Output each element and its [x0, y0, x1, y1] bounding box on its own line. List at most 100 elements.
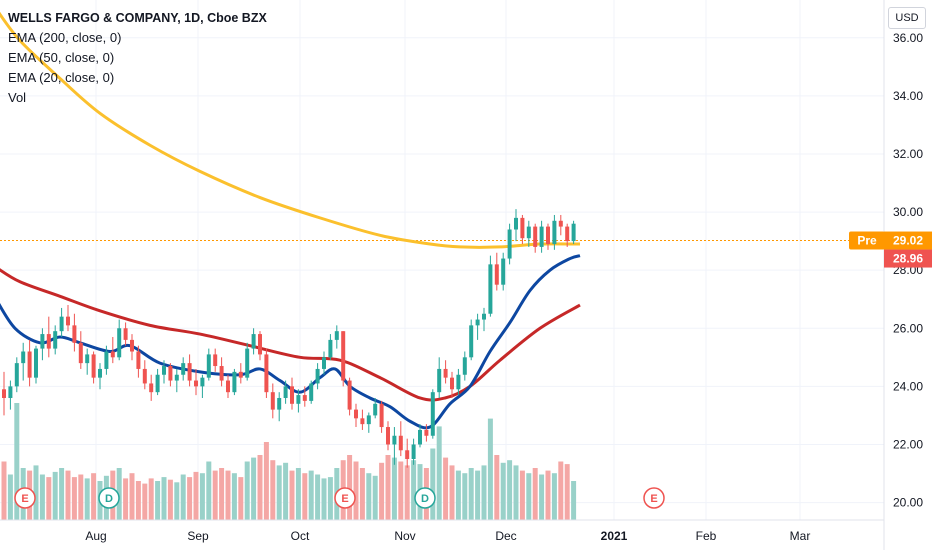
volume-bar [283, 462, 289, 520]
dividend-marker[interactable]: D [98, 487, 120, 509]
volume-bar [481, 465, 487, 520]
volume-bar [558, 461, 564, 520]
dividend-marker[interactable]: D [414, 487, 436, 509]
indicator-ema-50[interactable]: EMA (50, close, 0) [8, 50, 115, 65]
candle-body [213, 354, 218, 367]
candle-body [219, 366, 224, 381]
candle-body [155, 374, 160, 393]
indicator-volume[interactable]: Vol [8, 90, 27, 105]
volume-bar [193, 471, 199, 520]
volume-bar [91, 473, 97, 520]
pre-market-badge: Pre 29.02 [849, 231, 932, 250]
price-axis[interactable]: 20.0022.0024.0026.0028.0030.0032.0034.00… [893, 31, 923, 510]
y-tick-label: 30.00 [893, 205, 923, 219]
candle-body [72, 325, 77, 343]
volume-bar [500, 462, 506, 520]
currency-button[interactable]: USD [888, 7, 926, 29]
volume-bar [187, 477, 193, 520]
y-tick-label: 20.00 [893, 496, 923, 510]
candle-body [514, 217, 518, 230]
candle-body [200, 377, 205, 387]
event-label: E [650, 493, 657, 505]
volume-bar [449, 465, 455, 520]
volume-bar [347, 455, 353, 520]
y-tick-label: 26.00 [893, 321, 923, 335]
earnings-marker[interactable]: E [334, 487, 356, 509]
x-tick-label: Sep [187, 529, 209, 543]
volume-bar [33, 465, 39, 520]
indicator-ema-200[interactable]: EMA (200, close, 0) [8, 30, 122, 45]
last-price: 28.96 [893, 252, 923, 266]
candle-body [232, 371, 237, 393]
volume-bar [14, 403, 20, 520]
event-circle [14, 487, 36, 509]
grid [0, 0, 884, 520]
volume-bar [519, 470, 525, 520]
candle-body [85, 354, 90, 364]
x-tick-label: Nov [394, 529, 415, 543]
x-tick-label: Mar [790, 529, 811, 543]
candle-body [462, 357, 467, 375]
y-tick-label: 22.00 [893, 437, 923, 451]
time-axis[interactable]: Aug Sep Oct Nov Dec 2021 Feb Mar [85, 529, 810, 543]
candle-body [309, 383, 314, 401]
x-tick-label: 2021 [601, 529, 628, 543]
candle-body [181, 363, 186, 375]
event-circle [414, 487, 436, 509]
candle-body [405, 450, 410, 459]
volume-bar [353, 461, 359, 520]
event-label: D [421, 493, 429, 505]
candle-body [354, 409, 358, 419]
event-label: D [105, 493, 113, 505]
candle-body [386, 427, 390, 445]
volume-bar [385, 455, 391, 520]
volume-bar [468, 468, 474, 520]
candle-body [136, 351, 141, 369]
candle-body [546, 226, 550, 245]
candle-body [46, 334, 51, 349]
candle-body [14, 363, 19, 387]
volume-bar [199, 473, 205, 520]
volume-bar [270, 460, 276, 520]
symbol-title[interactable]: WELLS FARGO & COMPANY, 1D, Cboe BZX [8, 11, 267, 25]
candle-body [27, 351, 32, 378]
candle-body [488, 264, 493, 314]
volume-bar [161, 477, 167, 520]
candle-body [8, 386, 13, 398]
volume-bar [71, 477, 77, 520]
earnings-marker[interactable]: E [643, 487, 665, 509]
volume-bar [430, 448, 436, 520]
volume-bar [462, 473, 468, 520]
volume-bar [225, 470, 231, 520]
earnings-marker[interactable]: E [14, 487, 36, 509]
last-price-badge: 28.96 [884, 249, 932, 268]
volume-bar [571, 481, 577, 520]
volume-bar [276, 465, 282, 520]
volume-bar [539, 474, 545, 520]
candle-body [142, 368, 147, 384]
volume-bar [507, 460, 513, 520]
candle-body [34, 348, 38, 378]
volume-bar [219, 468, 225, 520]
candle-body [104, 351, 109, 369]
pre-market-label: Pre [857, 234, 877, 248]
candle-body [366, 415, 371, 425]
candle-body [328, 339, 333, 358]
indicator-ema-20[interactable]: EMA (20, close, 0) [8, 70, 115, 85]
candle-body [443, 368, 448, 378]
volume-bar [46, 477, 52, 520]
candle-body [526, 226, 531, 239]
candle-body [258, 334, 262, 355]
volume-bar [116, 468, 122, 520]
chart-legend: WELLS FARGO & COMPANY, 1D, Cboe BZX EMA … [8, 8, 267, 108]
volume-bar [65, 470, 71, 520]
volume-bar [212, 470, 218, 520]
candle-body [290, 386, 294, 404]
candle-body [411, 444, 416, 459]
candle-body [40, 334, 45, 349]
volume-bar [148, 478, 154, 520]
candle-body [66, 316, 70, 326]
volume-bar [391, 457, 397, 520]
